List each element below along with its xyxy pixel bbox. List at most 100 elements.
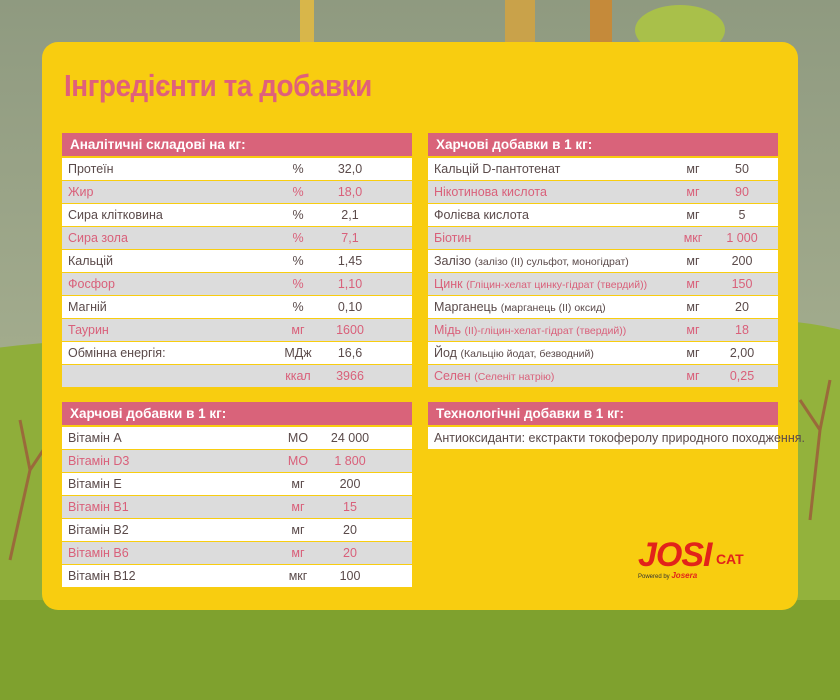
name: Вітамін В12 [68, 569, 136, 583]
table-row: Вітамін D3 МО 1 800 [62, 450, 412, 472]
brand: JOSI [638, 536, 712, 574]
table: Технологічні добавки в 1 кг: Антиоксидант… [428, 402, 805, 450]
cell-unit: мг [686, 254, 700, 268]
cell-name: Таурин [68, 319, 109, 341]
cell-name: Сира зола [68, 227, 128, 249]
cell-value: 2,1 [341, 208, 359, 222]
cell-value: 1,45 [337, 254, 363, 268]
name-note: (марганець (II) оксид) [500, 302, 606, 314]
table-row: Вітамін Е мг 200 [62, 473, 412, 495]
cell-value: 200 [339, 477, 361, 491]
cell-value: 32,0 [337, 162, 363, 176]
cell-value: 0,10 [337, 300, 363, 314]
cell-name: Залізо (залізо (II) сульфот, моногідрат) [434, 250, 629, 273]
name: Біотин [434, 231, 472, 245]
cell-unit: % [292, 162, 304, 176]
cell-value: 150 [731, 277, 753, 291]
cell-unit: мг [686, 162, 700, 176]
name: Фосфор [68, 277, 115, 291]
cell-value: 7,1 [341, 231, 359, 245]
name: Вітамін А [68, 431, 122, 445]
cell-value: 100 [339, 569, 361, 583]
cell-name: Магній [68, 296, 107, 318]
table-row: Кальцій D-пантотенат мг 50 [428, 158, 778, 180]
table-row: Залізо (залізо (II) сульфот, моногідрат)… [428, 250, 778, 272]
cell-value: 200 [731, 254, 753, 268]
cell-value: 24 000 [330, 431, 370, 445]
cell-value: 2,00 [729, 346, 755, 360]
table-row: Жир% 18,0 [62, 181, 412, 203]
cell-name: Протеїн [68, 158, 114, 180]
cell-unit: МДж [284, 346, 312, 360]
name-note: (Кальцію йодат, безводний) [460, 348, 594, 360]
table: Аналітичні складові на кг: Протеїн% 32,0 Жи… [62, 133, 412, 388]
name: Нікотинова кислота [434, 185, 547, 199]
powered: Powered by [638, 574, 670, 580]
table-header: Аналітичні складові на кг: [62, 133, 412, 156]
cell-name: Нікотинова кислота [434, 181, 547, 203]
cell-value: 1,10 [337, 277, 363, 291]
cell-name: Мідь (II)-гліцин-хелат-гідрат (твердий)) [434, 319, 626, 342]
cell-unit: % [292, 300, 304, 314]
name: Цинк [434, 277, 463, 291]
cell-unit: мкг [683, 231, 703, 245]
table-row: Вітамін А МО 24 000 [62, 427, 412, 449]
table-row: Вітамін В6 мг 20 [62, 542, 412, 564]
cell-name: Фолієва кислота [434, 204, 529, 226]
cell-value: 1 800 [334, 454, 366, 468]
table-header: Харчові добавки в 1 кг: [428, 133, 778, 156]
cell-name: Вітамін В2 [68, 519, 129, 541]
name: Марганець [434, 300, 498, 314]
table-row: Нікотинова кислота мг 90 [428, 181, 778, 203]
cell-unit: мг [686, 346, 700, 360]
cell-unit: % [292, 231, 304, 245]
name: Кальцій [68, 254, 113, 268]
cell-name: Кальцій D-пантотенат [434, 158, 560, 180]
cell-name: Цинк (Гліцин-хелат цинку-гідрат (твердий… [434, 273, 647, 296]
cell-name: Вітамін В12 [68, 565, 136, 587]
table-row: Вітамін В2 мг 20 [62, 519, 412, 541]
cell-unit: мкг [288, 569, 308, 583]
cell-value: 18 [735, 323, 749, 337]
cell-value: 15 [343, 500, 357, 514]
table-header: Харчові добавки в 1 кг: [62, 402, 412, 425]
cell-unit: мг [686, 277, 700, 291]
cell-unit: мг [291, 323, 305, 337]
cell-value: 5 [738, 208, 746, 222]
name: Вітамін В6 [68, 546, 129, 560]
cell-value: 3966 [336, 369, 364, 383]
cell-value: 1 000 [726, 231, 758, 245]
name: Фолієва кислота [434, 208, 529, 222]
maker: Josera [671, 571, 698, 580]
name-note: (Селеніт натрію) [474, 371, 555, 383]
table-row: Мідь (II)-гліцин-хелат-гідрат (твердий))… [428, 319, 778, 341]
name: Таурин [68, 323, 109, 337]
table-row: Фолієва кислота мг 5 [428, 204, 778, 226]
cell-unit: мг [291, 523, 305, 537]
cell-name: Сира клітковина [68, 204, 163, 226]
cell-unit: мг [686, 369, 700, 383]
cell-name: Селен (Селеніт натрію) [434, 365, 554, 388]
name: Вітамін В1 [68, 500, 129, 514]
table-row: Вітамін В12 мкг 100 [62, 565, 412, 587]
cell-value: 18,0 [337, 185, 363, 199]
table-row: Вітамін В1 мг 15 [62, 496, 412, 518]
cell-name: Жир [68, 181, 93, 203]
table-row: Цинк (Гліцин-хелат цинку-гідрат (твердий… [428, 273, 778, 295]
cell-unit: мг [686, 323, 700, 337]
cell-name: Марганець (марганець (II) оксид) [434, 296, 606, 319]
name: Вітамін Е [68, 477, 122, 491]
table: Харчові добавки в 1 кг: Кальцій D-пантоте… [428, 133, 778, 388]
cell-value: 16,6 [337, 346, 363, 360]
cell-name: Йод (Кальцію йодат, безводний) [434, 342, 594, 365]
table: Харчові добавки в 1 кг: Вітамін А МО 24 000… [62, 402, 412, 588]
cell-name: Біотин [434, 227, 471, 249]
table-row: Сира зола% 7,1 [62, 227, 412, 249]
name-note: (Гліцин-хелат цинку-гідрат (твердий)) [466, 279, 648, 291]
cell-value: 20 [735, 300, 749, 314]
cell-value: 20 [343, 546, 357, 560]
name-note: (залізо (II) сульфот, моногідрат) [474, 256, 629, 268]
name: Йод [434, 346, 457, 360]
cell-name: Вітамін D3 [68, 450, 129, 472]
cell-unit: мг [686, 300, 700, 314]
